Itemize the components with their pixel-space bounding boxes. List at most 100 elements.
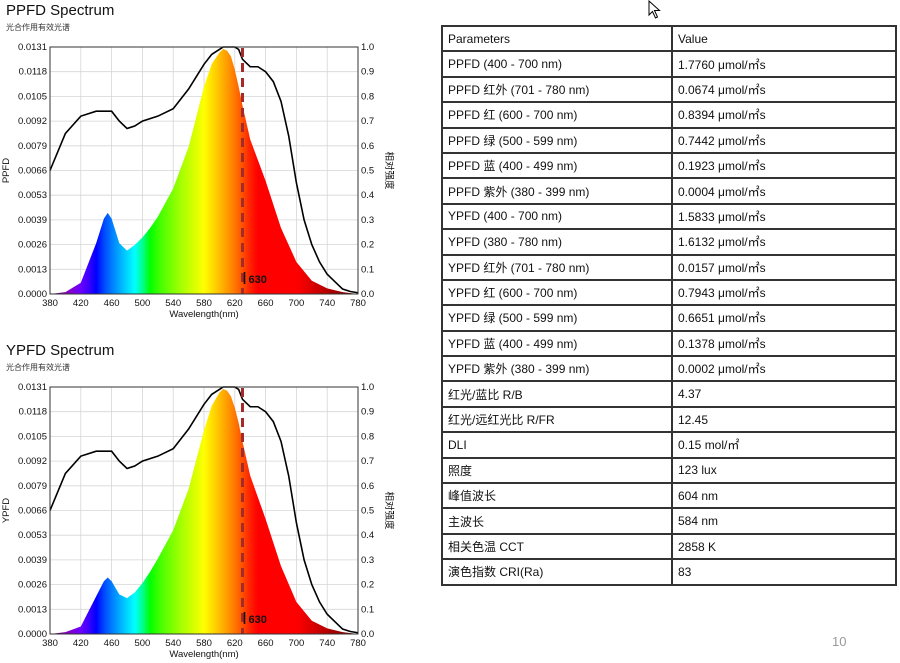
header-value: Value: [671, 24, 897, 53]
y2-tick-label: 0.6: [361, 141, 374, 152]
table-row: YPFD 红外 (701 - 780 nm) 0.0157 μmol/㎡s: [441, 253, 897, 281]
parameter-cell: YPFD 绿 (500 - 599 nm): [441, 304, 673, 332]
y2-tick-label: 0.9: [361, 67, 374, 78]
x-axis-label: Wavelength(nm): [169, 309, 238, 320]
y-tick-label: 0.0053: [18, 190, 47, 201]
x-tick-label: 460: [104, 298, 120, 309]
plot-border: [49, 46, 359, 295]
y2-tick-label: 0.1: [361, 264, 374, 275]
x-tick-label: 780: [350, 298, 366, 309]
y-tick-label: 0.0026: [18, 240, 47, 251]
value-cell: 0.0674 μmol/㎡s: [671, 75, 897, 104]
table-row: YPFD 蓝 (400 - 499 nm) 0.1378 μmol/㎡s: [441, 329, 897, 358]
y2-tick-label: 0.0: [361, 289, 374, 300]
value-cell: 0.0157 μmol/㎡s: [671, 253, 897, 281]
value-cell: 4.37: [671, 380, 897, 408]
x-tick-label: 740: [319, 298, 335, 309]
parameter-cell: YPFD 红外 (701 - 780 nm): [441, 253, 673, 281]
parameter-cell: YPFD 蓝 (400 - 499 nm): [441, 329, 673, 358]
y-tick-label: 0.0039: [18, 215, 47, 226]
table-row: YPFD 红 (600 - 700 nm) 0.7943 μmol/㎡s: [441, 278, 897, 307]
y2-tick-label: 0.7: [361, 456, 374, 467]
x-tick-label: 700: [288, 298, 304, 309]
y-tick-label: 0.0000: [18, 289, 47, 300]
y-tick-label: 0.0013: [18, 264, 47, 275]
table-row: 演色指数 CRI(Ra) 83: [441, 558, 897, 586]
x-tick-label: 580: [196, 298, 212, 309]
x-tick-label: 420: [73, 638, 89, 649]
value-cell: 1.6132 μmol/㎡s: [671, 228, 897, 256]
value-cell: 0.1923 μmol/㎡s: [671, 151, 897, 180]
parameter-cell: YPFD 紫外 (380 - 399 nm): [441, 355, 673, 383]
plot-border: [49, 386, 359, 635]
value-cell: 0.6651 μmol/㎡s: [671, 304, 897, 332]
y2-tick-label: 0.9: [361, 407, 374, 418]
y-axis-label: PPFD: [1, 158, 12, 183]
ypfd-spectrum-chart: 630 0.0000 0.0013 0.0026 0.0039 0.0053 0.0066 0…: [0, 340, 400, 663]
y-tick-label: 0.0118: [19, 407, 47, 418]
parameter-cell: 照度: [441, 456, 673, 485]
value-cell: 0.8394 μmol/㎡s: [671, 101, 897, 129]
value-cell: 12.45: [671, 405, 897, 434]
y-axis-label: YPFD: [1, 498, 12, 523]
parameter-cell: PPFD 紫外 (380 - 399 nm): [441, 177, 673, 205]
y2-axis-label: 相对强度: [383, 151, 395, 190]
value-cell: 1.5833 μmol/㎡s: [671, 202, 897, 231]
x-tick-label: 620: [227, 638, 243, 649]
y2-tick-label: 0.8: [361, 91, 374, 102]
parameter-cell: PPFD 红 (600 - 700 nm): [441, 101, 673, 129]
table-row: DLI 0.15 mol/㎡: [441, 431, 897, 459]
y2-tick-label: 0.2: [361, 580, 374, 591]
y-tick-label: 0.0092: [18, 456, 47, 467]
x-tick-label: 580: [196, 638, 212, 649]
y2-tick-label: 0.5: [361, 166, 374, 177]
y-tick-label: 0.0105: [18, 91, 47, 102]
x-tick-label: 700: [288, 638, 304, 649]
value-cell: 604 nm: [671, 482, 897, 510]
y2-tick-label: 1.0: [361, 382, 374, 393]
value-cell: 0.0002 μmol/㎡s: [671, 355, 897, 383]
parameter-cell: YPFD (400 - 700 nm): [441, 202, 673, 231]
table-row: YPFD 绿 (500 - 599 nm) 0.6651 μmol/㎡s: [441, 304, 897, 332]
table-row: 主波长 584 nm: [441, 507, 897, 535]
y-tick-label: 0.0053: [18, 530, 47, 541]
x-tick-label: 660: [258, 298, 274, 309]
table-row: PPFD (400 - 700 nm) 1.7760 μmol/㎡s: [441, 50, 897, 78]
y-tick-label: 0.0066: [18, 506, 47, 517]
x-tick-label: 380: [42, 298, 58, 309]
parameter-cell: YPFD (380 - 780 nm): [441, 228, 673, 256]
y2-tick-label: 0.2: [361, 240, 374, 251]
chart-title: PPFD Spectrum: [6, 2, 115, 19]
table-row: 相关色温 CCT 2858 K: [441, 532, 897, 561]
chart-subtitle: 光合作用有效光谱: [6, 363, 70, 372]
x-tick-label: 540: [165, 638, 181, 649]
table-row: PPFD 红外 (701 - 780 nm) 0.0674 μmol/㎡s: [441, 75, 897, 104]
table-row: YPFD (400 - 700 nm) 1.5833 μmol/㎡s: [441, 202, 897, 231]
x-tick-label: 780: [350, 638, 366, 649]
y2-tick-label: 0.8: [361, 431, 374, 442]
chart-title: YPFD Spectrum: [6, 342, 115, 359]
spectrum-area: [50, 388, 358, 634]
parameter-cell: PPFD 红外 (701 - 780 nm): [441, 75, 673, 104]
y-tick-label: 0.0118: [19, 67, 47, 78]
y2-tick-label: 0.3: [361, 555, 374, 566]
y2-tick-label: 0.5: [361, 506, 374, 517]
chart-subtitle: 光合作用有效光谱: [6, 23, 70, 32]
value-cell: 2858 K: [671, 532, 897, 561]
y-tick-label: 0.0131: [18, 382, 47, 393]
x-tick-label: 420: [73, 298, 89, 309]
table-row: 照度 123 lux: [441, 456, 897, 485]
y-tick-label: 0.0013: [18, 604, 47, 615]
y-tick-label: 0.0066: [18, 166, 47, 177]
ypfd-chart-svg: 630 0.0000 0.0013 0.0026 0.0039 0.0053 0.0066 0…: [1, 382, 395, 660]
table-row: PPFD 蓝 (400 - 499 nm) 0.1923 μmol/㎡s: [441, 151, 897, 180]
parameter-cell: 演色指数 CRI(Ra): [441, 558, 673, 586]
y2-tick-label: 0.6: [361, 481, 374, 492]
parameters-table: Parameters Value PPFD (400 - 700 nm) 1.77…: [441, 24, 897, 586]
value-cell: 83: [671, 558, 897, 586]
value-cell: 0.7442 μmol/㎡s: [671, 126, 897, 154]
y2-tick-label: 0.4: [361, 530, 374, 541]
y2-axis-label: 相对强度: [383, 491, 395, 530]
y2-tick-label: 1.0: [361, 42, 374, 53]
y2-tick-label: 0.3: [361, 215, 374, 226]
